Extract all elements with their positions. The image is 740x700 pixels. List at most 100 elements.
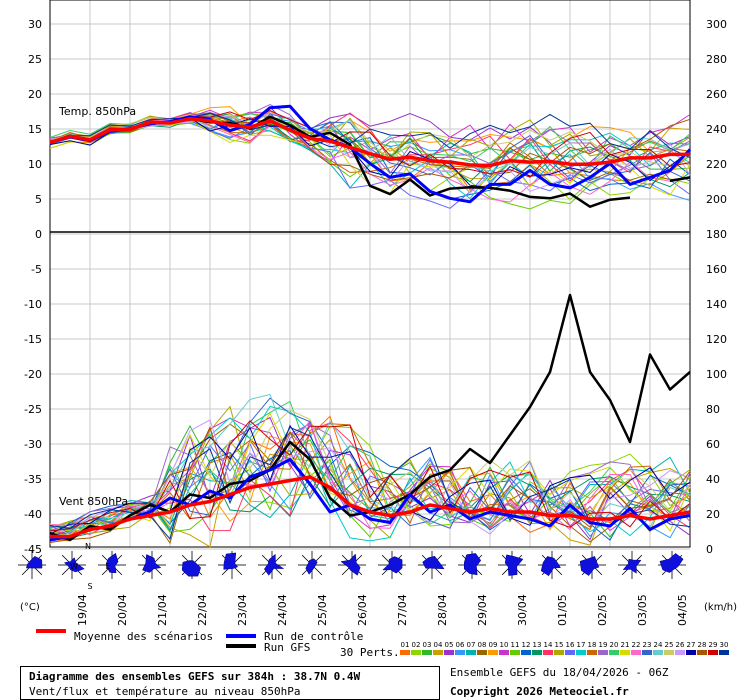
pert-temp-line [49,112,691,194]
wind-rose [178,551,206,579]
pert-color-box [400,650,410,655]
pert-color-box [697,650,707,655]
pert-color-box [411,650,421,655]
wind-rose-fill [223,552,239,570]
pert-color-box [499,650,509,655]
legend-control: Run de contrôle [264,630,364,643]
pert-color-box [587,650,597,655]
compass-n: N [85,542,91,551]
compass-e: E [105,562,110,571]
pert-number: 22 [632,641,641,649]
left-unit-label: (°C) [20,602,40,613]
right-tick-label: 260 [706,88,727,101]
pert-number: 02 [412,641,421,649]
pert-number: 03 [423,641,432,649]
pert-number: 12 [522,641,531,649]
pert-number: 08 [478,641,487,649]
ensemble-run-label: Ensemble GEFS du 18/04/2026 - 06Z [450,666,669,679]
pert-number: 09 [489,641,498,649]
pert-number: 11 [511,641,520,649]
left-tick-label: 20 [28,88,42,101]
pert-color-box [598,650,608,655]
left-tick-label: -20 [24,368,42,381]
pert-number: 19 [599,641,608,649]
right-tick-label: 100 [706,368,727,381]
copyright-label: Copyright 2026 Meteociel.fr [450,685,629,698]
pert-number: 01 [401,641,410,649]
left-tick-label: -35 [24,473,42,486]
pert-wind-line [49,400,691,537]
pert-number: 29 [709,641,718,649]
date-tick-label: 04/05 [676,594,689,626]
temp-panel-label: Temp. 850hPa [58,105,136,118]
pert-color-box [576,650,586,655]
date-tick-label: 26/04 [356,594,369,626]
pert-color-box [686,650,696,655]
left-tick-label: -25 [24,403,42,416]
plot-frame [49,0,691,548]
pert-number: 25 [665,641,674,649]
pert-number: 27 [687,641,696,649]
pert-color-box [477,650,487,655]
left-tick-label: -10 [24,298,42,311]
pert-color-box [653,650,663,655]
pert-number: 15 [555,641,564,649]
wind-rose [218,551,246,579]
legend-mean: Moyenne des scénarios [74,630,214,643]
wind-rose-fill [540,556,561,577]
right-tick-label: 220 [706,158,727,171]
pert-color-box [664,650,674,655]
wind-rose [498,551,526,579]
mean-wind-line [50,475,691,539]
pert-wind-line [49,426,691,543]
left-tick-label: -45 [24,543,42,556]
wind-rose [58,551,86,579]
right-tick-label: 80 [706,403,720,416]
pert-color-box [488,650,498,655]
pert-number: 16 [566,641,575,649]
left-tick-label: 15 [28,123,42,136]
chart-subtitle: Vent/flux et température au niveau 850hP… [29,685,301,698]
right-tick-label: 280 [706,53,727,66]
pert-color-box [609,650,619,655]
pert-number: 21 [621,641,630,649]
pert-temp-line [49,113,691,167]
wind-rose-fill [263,553,285,576]
right-tick-label: 120 [706,333,727,346]
left-tick-label: 25 [28,53,42,66]
wind-rose [658,551,686,579]
pert-color-box [565,650,575,655]
pert-color-box [510,650,520,655]
pert-number: 18 [588,641,597,649]
right-tick-label: 240 [706,123,727,136]
wind-rose-fill [382,556,403,574]
pert-number: 28 [698,641,707,649]
wind-rose-fill [305,558,318,575]
date-tick-label: 03/05 [636,594,649,626]
wind-rose-fill [142,554,162,573]
info-box: Diagramme des ensembles GEFS sur 384h : … [20,666,440,700]
gfs-temp-line [669,176,691,183]
legend-gfs: Run GFS [264,641,311,654]
wind-rose-fill [422,555,445,570]
wind-rose [138,551,166,579]
right-tick-label: 140 [706,298,727,311]
wind-rose-fill [63,557,85,573]
pert-color-box [543,650,553,655]
wind-rose-fill [25,555,43,569]
date-tick-label: 19/04 [76,594,89,626]
pert-color-box [719,650,729,655]
wind-rose [578,551,606,579]
pert-color-box [708,650,718,655]
pert-number: 26 [676,641,685,649]
pert-color-box [554,650,564,655]
date-tick-label: 23/04 [236,594,249,626]
wind-rose-fill [504,554,524,576]
pert-color-box [433,650,443,655]
right-unit-label: (km/h) [704,602,737,613]
pert-number: 13 [533,641,542,649]
wind-rose [418,551,446,579]
wind-rose-fill [659,553,684,573]
date-tick-label: 27/04 [396,594,409,626]
pert-number: 20 [610,641,619,649]
